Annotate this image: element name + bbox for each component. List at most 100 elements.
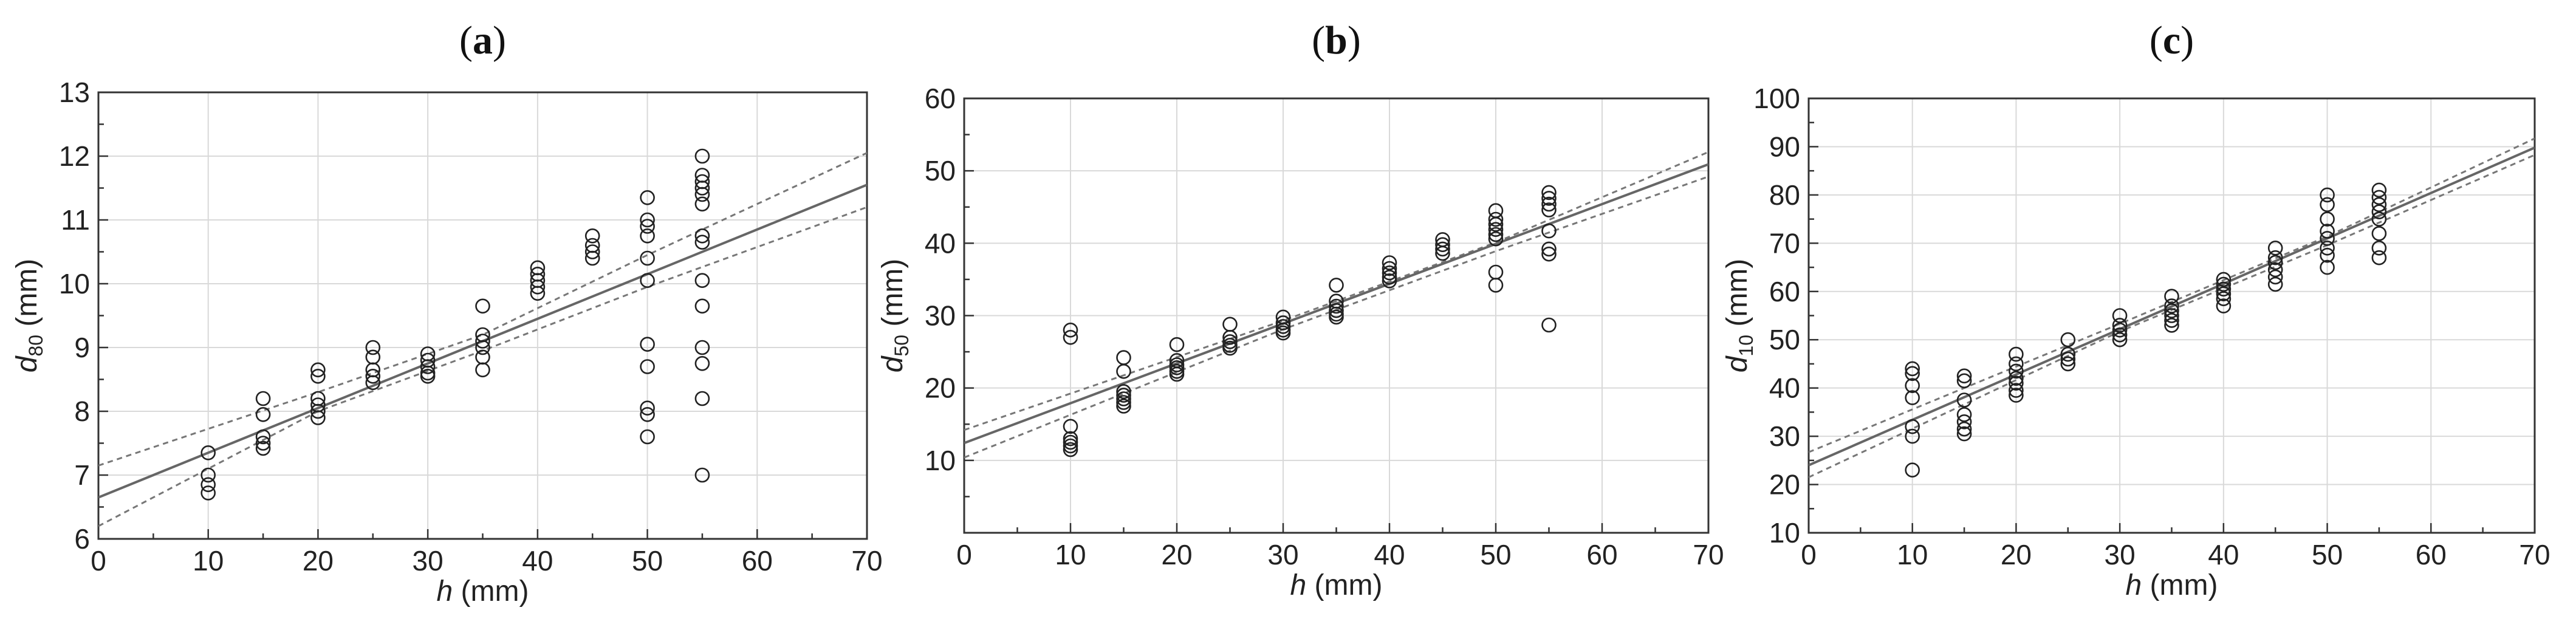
data-point [2320, 259, 2335, 275]
y-tick-label: 7 [74, 459, 90, 491]
x-tick-label: 40 [1374, 539, 1405, 570]
data-point [2267, 250, 2283, 265]
data-point [2060, 332, 2076, 348]
data-point [1275, 319, 1291, 334]
data-point [584, 228, 600, 244]
data-point [2009, 388, 2024, 403]
y-tick-label: 10 [925, 445, 956, 476]
x-tick-label: 20 [1161, 539, 1192, 570]
data-point [1116, 395, 1131, 410]
regression-line [1809, 146, 2535, 467]
data-point [1382, 269, 1397, 285]
panel-label: (a) [459, 18, 506, 63]
data-point [694, 273, 710, 289]
data-point [255, 429, 271, 445]
y-tick-label: 40 [925, 227, 956, 259]
x-tick-label: 20 [2001, 539, 2032, 570]
y-tick-label: 70 [1769, 227, 1800, 259]
data-point [2009, 363, 2024, 379]
x-tick-label: 40 [522, 545, 553, 577]
data-point [1488, 227, 1504, 242]
data-point [1329, 278, 1344, 293]
data-point [1956, 421, 1972, 437]
data-point [200, 467, 216, 483]
data-point [200, 477, 216, 493]
y-tick-label: 90 [1769, 131, 1800, 162]
data-point [2267, 276, 2283, 292]
data-point [640, 337, 655, 352]
data-point [200, 485, 216, 501]
data-point [1329, 298, 1344, 314]
confidence-upper-line [964, 151, 1708, 431]
data-point [365, 368, 381, 384]
data-point [694, 228, 710, 244]
data-point [2112, 322, 2128, 338]
data-point [530, 286, 546, 301]
data-point [2371, 204, 2387, 220]
data-point [1382, 255, 1397, 270]
data-point [1116, 388, 1131, 403]
data-point [1116, 363, 1131, 379]
x-tick-label: 50 [1480, 539, 1511, 570]
y-tick-label: 8 [74, 395, 90, 427]
data-point [640, 190, 655, 205]
y-tick-label: 11 [61, 204, 90, 236]
data-point [2371, 240, 2387, 256]
data-point [2371, 250, 2387, 265]
x-tick-label: 50 [2312, 539, 2343, 570]
data-point [1222, 329, 1238, 345]
data-point [1541, 317, 1557, 333]
data-point [694, 235, 710, 250]
y-tick-label: 20 [1769, 469, 1800, 501]
data-point [640, 212, 655, 228]
data-point [1275, 315, 1291, 330]
data-point [475, 340, 490, 355]
data-point [1435, 245, 1450, 261]
data-point [1541, 196, 1557, 212]
data-point [475, 298, 490, 314]
data-point [1488, 278, 1504, 293]
plot-frame [1807, 97, 2536, 534]
y-tick-label: 60 [1769, 276, 1800, 307]
y-tick-label: 100 [1753, 83, 1800, 114]
x-tick-label: 30 [413, 545, 444, 577]
plot-frame [963, 97, 1710, 534]
data-point [1063, 438, 1078, 454]
data-point [475, 349, 490, 365]
data-point [1169, 360, 1185, 375]
data-point [2320, 247, 2335, 263]
x-tick-label: 30 [1267, 539, 1298, 570]
data-point [255, 391, 271, 406]
data-point [1541, 246, 1557, 262]
data-point [2216, 298, 2232, 313]
data-point [1382, 265, 1397, 281]
data-point [694, 196, 710, 212]
data-point [1063, 431, 1078, 447]
data-point [2216, 291, 2232, 307]
chart-panel-a: 0 10 20 30 40 50 60 70 6 7 8 9 10 11 12 13 h (mm) d80 (mm… [11, 18, 883, 608]
y-tick-label: 40 [1769, 372, 1800, 404]
data-points [1063, 185, 1557, 457]
x-tick-label: 10 [193, 545, 224, 577]
data-point [2009, 346, 2024, 362]
data-point [1222, 317, 1238, 332]
y-tick-label: 10 [1769, 517, 1800, 549]
data-point [1116, 399, 1131, 414]
data-point [1169, 366, 1185, 382]
data-point [2320, 197, 2335, 213]
data-point [1063, 442, 1078, 457]
data-point [2320, 187, 2335, 203]
data-point [530, 279, 546, 295]
data-point [1063, 329, 1078, 345]
y-tick-label: 30 [1769, 420, 1800, 452]
confidence-lower-line [1809, 154, 2535, 478]
data-point [1222, 340, 1238, 356]
data-point [255, 440, 271, 456]
data-point [1116, 350, 1131, 365]
data-point [2164, 303, 2179, 318]
x-tick-label: 60 [2416, 539, 2447, 570]
data-point [2216, 276, 2232, 292]
data-point [640, 219, 655, 234]
